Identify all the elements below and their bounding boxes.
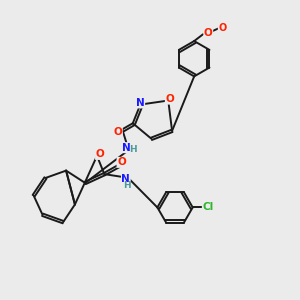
Text: O: O xyxy=(117,158,126,167)
Text: N: N xyxy=(122,174,130,184)
Text: H: H xyxy=(129,145,137,154)
Text: N: N xyxy=(122,142,131,153)
Text: O: O xyxy=(204,28,213,38)
Text: O: O xyxy=(165,94,174,104)
Text: H: H xyxy=(123,181,130,190)
Text: Cl: Cl xyxy=(202,202,214,212)
Text: O: O xyxy=(96,149,104,159)
Text: O: O xyxy=(113,127,122,137)
Text: O: O xyxy=(218,22,226,32)
Text: N: N xyxy=(136,98,145,108)
